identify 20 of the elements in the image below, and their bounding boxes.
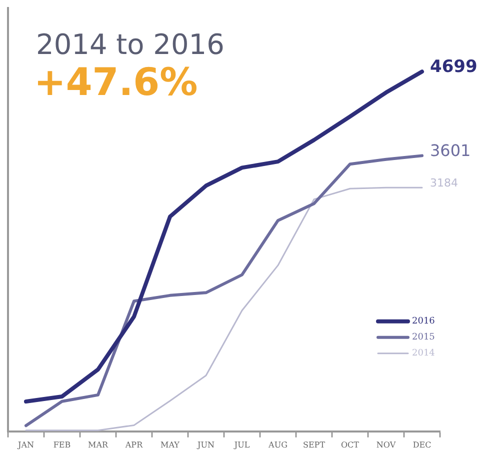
x-tick-label: MAR — [88, 440, 109, 450]
legend-label: 2016 — [412, 316, 436, 327]
legend-label: 2015 — [412, 332, 436, 343]
x-tick-label: MAY — [160, 440, 180, 450]
x-tick-label: JUL — [233, 440, 250, 450]
text: 2014 to 2016 — [36, 28, 224, 61]
x-tick-label: SEPT — [302, 440, 326, 450]
x-tick-label: OCT — [340, 440, 360, 450]
data-label: 4699 — [430, 57, 478, 78]
data-label: 3601 — [430, 140, 471, 160]
text: +47.6% — [34, 60, 198, 104]
legend-label: 2014 — [412, 348, 436, 359]
x-tick-label: APR — [124, 440, 144, 450]
x-tick-label: DEC — [412, 440, 432, 450]
data-label: 3184 — [430, 176, 458, 190]
x-tick-label: AUG — [268, 440, 288, 450]
x-tick-label: NOV — [376, 440, 396, 450]
x-tick-label: FEB — [53, 440, 71, 450]
x-tick-label: JUN — [196, 440, 214, 450]
x-tick-label: JAN — [17, 440, 34, 450]
